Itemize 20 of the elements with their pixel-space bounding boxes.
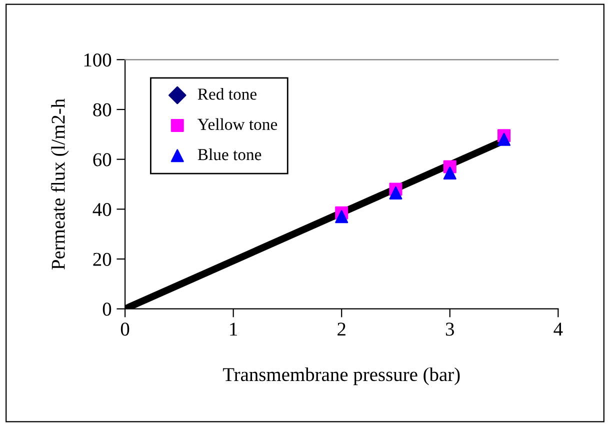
legend-label: Blue tone <box>198 148 262 160</box>
legend-label: Yellow tone <box>198 118 278 130</box>
point <box>389 186 402 200</box>
y-axis-title: Permeate flux (l/m2-h <box>50 98 69 270</box>
x-tick-label: 2 <box>338 322 346 336</box>
x-tick-label: 4 <box>554 322 563 336</box>
legend-label: Red tone <box>198 88 257 100</box>
y-tick-label: 100 <box>84 53 112 67</box>
y-tick-label: 40 <box>92 202 112 216</box>
point <box>335 210 348 224</box>
y-tick-label: 60 <box>93 153 112 166</box>
y-tick-label: 0 <box>102 302 112 316</box>
y-tick-label: 20 <box>93 252 112 266</box>
point <box>443 166 456 180</box>
point <box>498 132 511 146</box>
x-axis-title: Transmembrane pressure (bar) <box>222 367 460 386</box>
y-tick-label: 80 <box>93 103 112 116</box>
x-tick-label: 3 <box>446 322 454 336</box>
x-tick-label: 1 <box>230 322 238 336</box>
x-tick-label: 0 <box>120 322 130 336</box>
